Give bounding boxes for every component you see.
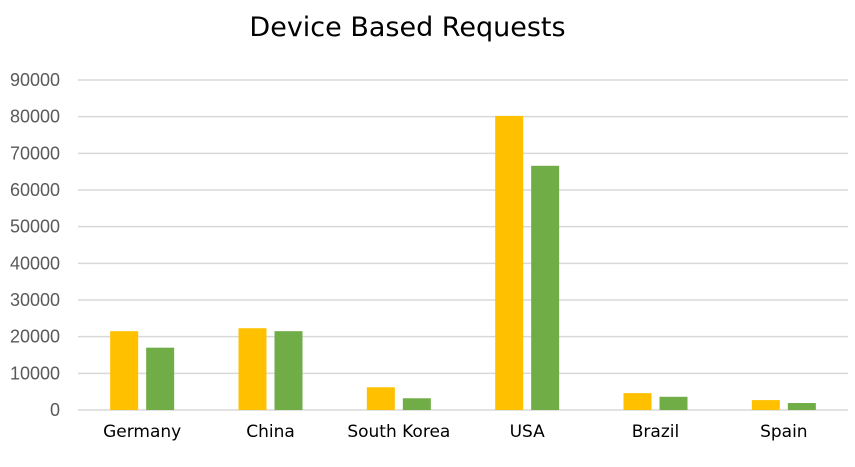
chart-title: Device Based Requests — [249, 12, 566, 43]
x-category-label: China — [246, 422, 295, 442]
bar-south-korea-series-2 — [402, 398, 431, 410]
bar-china-series-1 — [238, 328, 267, 410]
y-tick-label: 30000 — [10, 290, 60, 310]
bars — [110, 115, 816, 410]
x-axis-category-labels: Germany China South Korea USA Brazil Spain — [103, 422, 807, 442]
x-category-label: Spain — [760, 422, 808, 442]
bar-germany-series-1 — [110, 331, 139, 410]
y-tick-label: 60000 — [10, 180, 60, 200]
gridlines — [78, 79, 848, 411]
bar-spain-series-1 — [751, 400, 780, 410]
x-category-label: USA — [510, 422, 546, 442]
x-category-label: Germany — [103, 422, 181, 442]
y-tick-label: 80000 — [10, 107, 60, 127]
y-tick-label: 40000 — [10, 253, 60, 273]
x-category-label: Brazil — [632, 422, 679, 442]
bar-china-series-2 — [274, 331, 303, 410]
y-tick-label: 90000 — [10, 70, 60, 90]
bar-brazil-series-1 — [623, 393, 652, 410]
bar-south-korea-series-1 — [366, 387, 395, 410]
y-tick-label: 0 — [50, 400, 60, 420]
y-tick-label: 70000 — [10, 143, 60, 163]
bar-usa-series-2 — [531, 165, 560, 410]
y-axis-tick-labels: 0 10000 20000 30000 40000 50000 60000 70000 8000… — [10, 70, 60, 420]
x-category-label: South Korea — [347, 422, 450, 442]
bar-germany-series-2 — [146, 347, 175, 410]
bar-spain-series-2 — [787, 403, 816, 410]
y-tick-label: 50000 — [10, 217, 60, 237]
y-tick-label: 10000 — [10, 363, 60, 383]
y-tick-label: 20000 — [10, 327, 60, 347]
bar-brazil-series-2 — [659, 396, 688, 410]
bar-usa-series-1 — [495, 115, 524, 410]
